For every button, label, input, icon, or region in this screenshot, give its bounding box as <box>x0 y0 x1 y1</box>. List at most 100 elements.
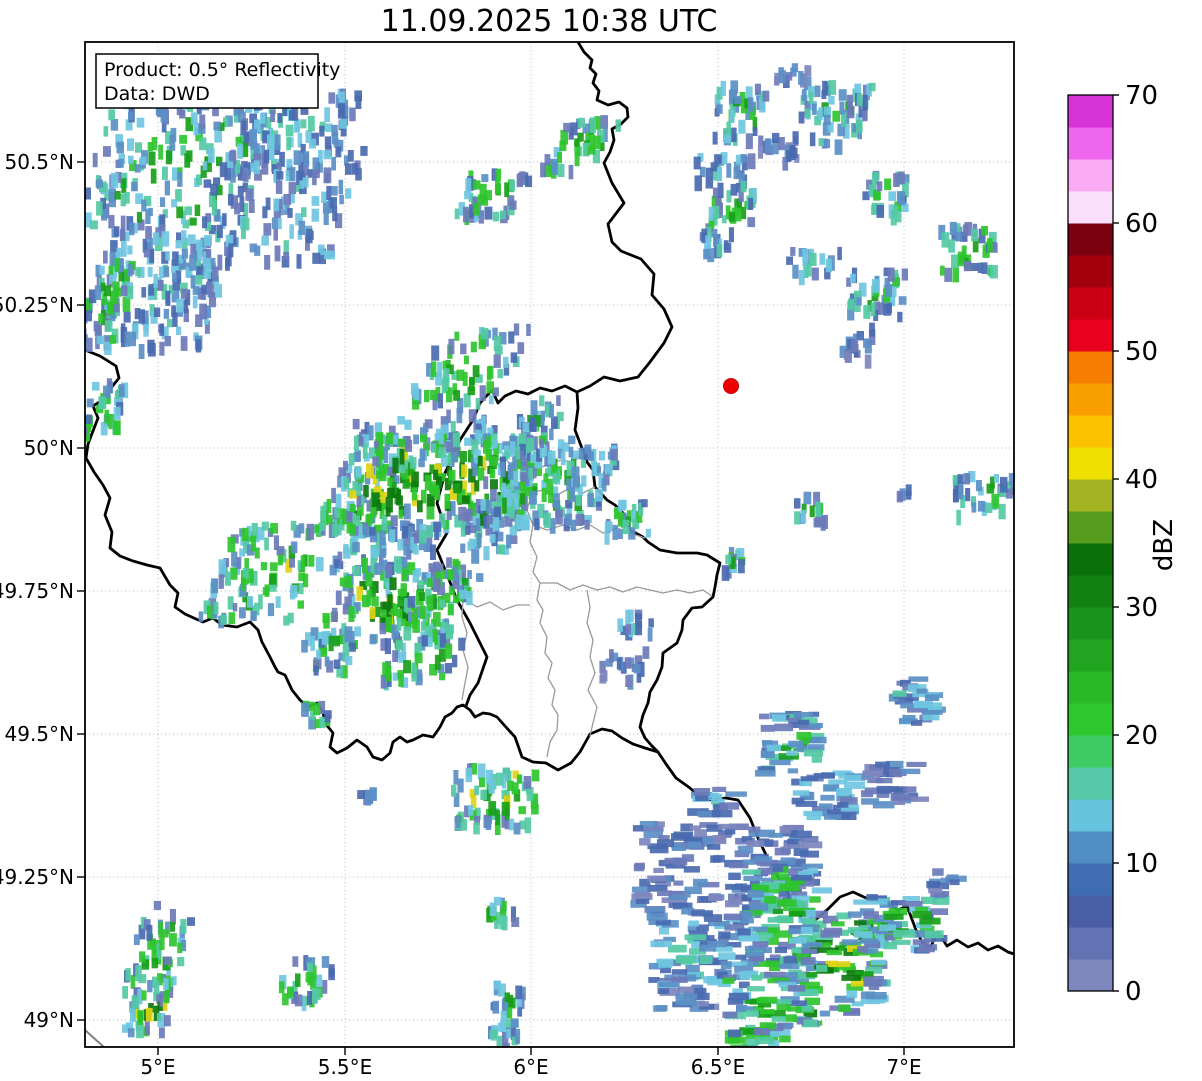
radar-echo-cell <box>800 927 813 935</box>
radar-echo-cell <box>206 249 212 258</box>
radar-echo-cell <box>922 712 940 721</box>
radar-echo-cell <box>391 624 400 640</box>
radar-echo-cell <box>200 237 206 248</box>
radar-echo-cell <box>748 826 761 833</box>
radar-echo-cell <box>121 1024 130 1033</box>
radar-echo-cell <box>127 1028 135 1038</box>
radar-echo-cell <box>865 966 883 974</box>
x-tick-label: 5°E <box>140 1055 175 1079</box>
radar-echo-cell <box>469 789 476 798</box>
radar-echo-cell <box>192 295 198 309</box>
radar-echo-cell <box>276 546 285 556</box>
canton-border-line <box>540 582 713 597</box>
radar-echo-cell <box>793 848 809 856</box>
radar-echo-cell <box>896 490 903 503</box>
radar-echo-cell <box>85 298 92 311</box>
radar-echo-cell <box>141 990 147 1001</box>
radar-echo-cell <box>752 126 758 136</box>
radar-echo-cell <box>219 162 228 178</box>
radar-echo-cell <box>212 266 219 282</box>
radar-echo-cell <box>850 979 870 987</box>
radar-echo-cell <box>473 203 479 216</box>
radar-echo-cell <box>115 287 122 297</box>
radar-echo-cell <box>281 256 290 268</box>
radar-echo-cell <box>369 634 377 645</box>
radar-echo-cell <box>104 341 112 355</box>
radar-echo-cell <box>869 322 875 337</box>
radar-echo-cell <box>748 198 754 210</box>
radar-echo-cell <box>800 509 807 523</box>
radar-echo-cell <box>249 243 258 253</box>
radar-echo-cell <box>762 90 770 102</box>
radar-echo-cell <box>835 945 846 951</box>
radar-echo-cell <box>753 1028 770 1036</box>
radar-echo-cell <box>599 660 606 674</box>
radar-echo-cell <box>794 511 801 525</box>
radar-echo-cell <box>884 934 896 941</box>
radar-echo-cell <box>630 510 639 523</box>
radar-echo-cell <box>846 94 853 107</box>
radar-echo-cell <box>752 116 758 131</box>
radar-echo-cell <box>703 914 723 922</box>
radar-echo-cell <box>863 305 871 319</box>
radar-echo-cell <box>374 606 381 617</box>
radar-echo-cell <box>374 422 383 438</box>
radar-echo-cell <box>502 915 508 931</box>
radar-echo-cell <box>872 801 895 809</box>
radar-echo-cell <box>417 580 425 590</box>
radar-echo-cell <box>375 541 382 557</box>
radar-echo-cell <box>347 150 354 162</box>
radar-echo-cell <box>103 285 112 297</box>
radar-echo-cell <box>741 836 753 842</box>
radar-echo-cell <box>135 267 142 277</box>
radar-echo-cell <box>971 502 977 513</box>
radar-echo-cell <box>515 446 521 460</box>
radar-echo-cell <box>413 387 420 401</box>
radar-echo-cell <box>356 586 364 601</box>
radar-echo-cell <box>404 459 410 471</box>
radar-echo-cell <box>912 911 932 919</box>
radar-echo-cell <box>792 264 799 279</box>
radar-echo-cell <box>720 152 728 165</box>
radar-echo-cell <box>957 251 965 267</box>
radar-echo-cell <box>854 920 867 926</box>
radar-echo-cell <box>988 231 997 243</box>
radar-echo-cell <box>273 228 278 241</box>
radar-echo-cell <box>549 518 556 534</box>
radar-echo-cell <box>108 192 116 208</box>
radar-echo-cell <box>457 489 466 503</box>
radar-echo-cell <box>759 839 774 847</box>
radar-echo-cell <box>165 290 171 306</box>
radar-echo-cell <box>755 1036 775 1045</box>
radar-echo-cell <box>743 910 763 916</box>
radar-echo-cell <box>298 523 305 534</box>
radar-echo-cell <box>276 162 282 175</box>
radar-echo-cell <box>86 398 94 408</box>
radar-echo-cell <box>717 104 723 114</box>
radar-echo-cell <box>66 226 72 236</box>
radar-echo-cell <box>563 122 571 133</box>
radar-echo-cell <box>110 265 118 278</box>
radar-echo-cell <box>502 1002 509 1016</box>
radar-echo-cell <box>287 986 294 998</box>
radar-echo-cell <box>165 921 170 934</box>
radar-echo-cell <box>145 1007 153 1022</box>
colorbar-segment <box>1068 767 1113 800</box>
radar-echo-cell <box>343 460 348 471</box>
radar-echo-cell <box>876 790 890 798</box>
radar-echo-cell <box>365 514 371 529</box>
radar-echo-cell <box>837 123 845 137</box>
radar-echo-cell <box>725 961 748 968</box>
radar-echo-cell <box>494 180 501 195</box>
radar-echo-cell <box>264 149 270 164</box>
radar-echo-cell <box>265 197 271 211</box>
radar-echo-cell <box>403 660 411 674</box>
radar-echo-cell <box>103 250 108 264</box>
radar-echo-cell <box>434 529 440 541</box>
radar-echo-cell <box>116 141 124 154</box>
radar-echo-cell <box>500 461 506 478</box>
radar-echo-cell <box>774 72 782 83</box>
radar-echo-cell <box>878 302 885 315</box>
radar-echo-cell <box>658 981 680 988</box>
radar-echo-cell <box>564 513 573 526</box>
